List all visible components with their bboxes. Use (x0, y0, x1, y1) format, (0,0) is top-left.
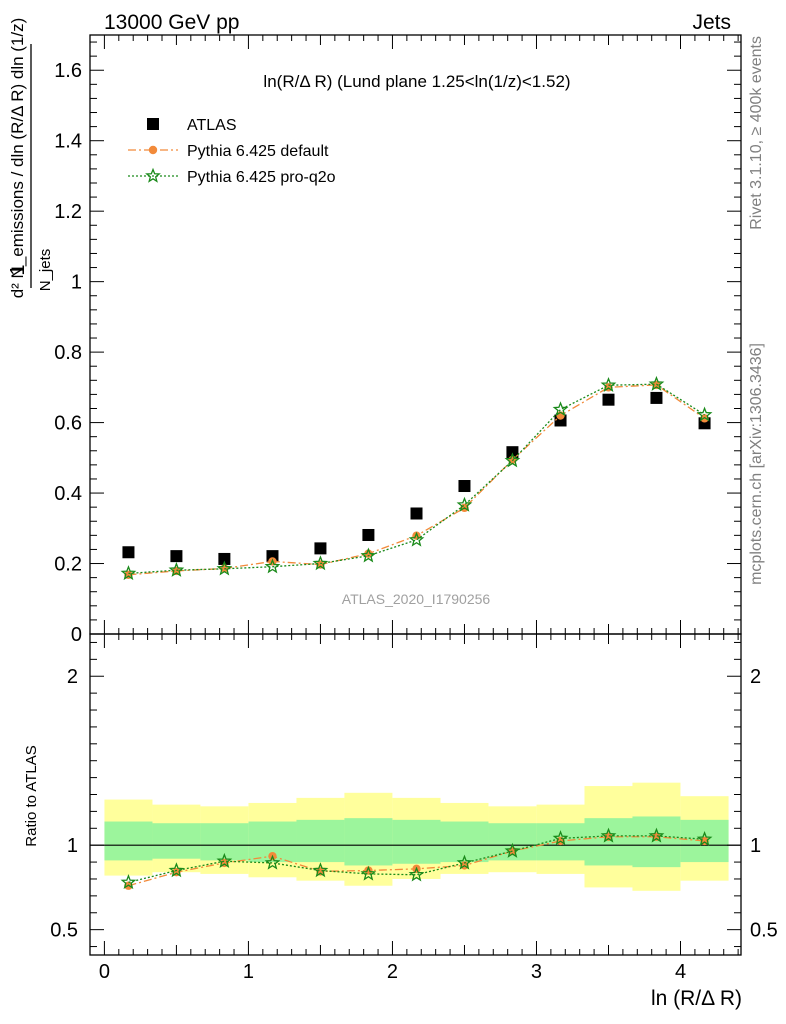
ratio-point (652, 832, 661, 841)
ratio-point (264, 854, 281, 870)
y-tick-label: 1 (71, 272, 82, 294)
data-point (264, 558, 281, 574)
series-line (128, 384, 705, 576)
series-star (120, 375, 713, 581)
data-point (364, 549, 373, 558)
ratio-band-inner (104, 821, 153, 861)
ratio-point (504, 842, 521, 858)
header-left: 13000 GeV pp (104, 11, 239, 34)
x-tick-label: 4 (675, 961, 686, 983)
data-point (312, 555, 329, 571)
ratio-y-tick-label: 2 (67, 666, 78, 688)
ratio-point (120, 874, 137, 890)
ratio-point (360, 865, 377, 881)
legend-marker (148, 145, 158, 155)
ratio-series-star (120, 827, 713, 890)
mcplots-label: mcplots.cern.ch [arXiv:1306.3436] (748, 343, 765, 585)
data-point (168, 561, 185, 577)
upper-ylabel-denominator: N_jets (37, 249, 54, 292)
y-tick-label: 1.2 (54, 201, 82, 223)
watermark: ATLAS_2020_I1790256 (342, 591, 491, 607)
ratio-point (648, 827, 665, 843)
data-point (360, 547, 377, 563)
upper-ylabel: 1 d² N_emissions / dln (R/Δ R) dln (1/z)… (7, 18, 54, 299)
series-circle (124, 380, 709, 580)
data-point (506, 446, 519, 459)
ratio-point (312, 862, 329, 878)
y-tick-label: 0.8 (54, 342, 82, 364)
ratio-point (456, 854, 473, 870)
data-point (122, 546, 135, 559)
lower-ylabel: Ratio to ATLAS (23, 745, 40, 846)
data-point (602, 393, 615, 406)
header-right: Jets (692, 11, 731, 34)
ratio-point (604, 832, 613, 841)
y-tick-label: 0.2 (54, 554, 82, 576)
upper-series-layer (120, 375, 713, 581)
data-point (600, 376, 617, 392)
ratio-point (696, 830, 713, 846)
data-point (648, 375, 665, 391)
data-point (650, 391, 663, 404)
legend-label: Pythia 6.425 pro-q2o (187, 169, 336, 186)
data-point (552, 401, 569, 417)
ratio-y-tick-label-right: 1 (750, 835, 761, 857)
y-tick-label: 1.6 (54, 60, 82, 82)
y-tick-label: 1.4 (54, 131, 82, 153)
data-point (410, 507, 423, 520)
data-point (456, 496, 473, 512)
ratio-band-inner (344, 818, 393, 866)
data-point (218, 552, 231, 565)
legend-marker (147, 118, 159, 130)
data-point (172, 566, 181, 576)
ratio-band-inner (152, 823, 201, 859)
legend: ATLAS Pythia 6.425 default Pythia 6.425 pr… (128, 117, 336, 186)
axes-layer: 0 1 2 3 4 0 0.2 0.4 0.6 0.8 1 1.2 1.4 1.6 0.5 0.5 1 1 2 2 (50, 34, 778, 983)
rivet-label: Rivet 3.1.10, ≥ 400k events (748, 36, 765, 230)
ratio-point (408, 866, 425, 882)
data-point (120, 565, 137, 581)
x-axis-label: ln (R/Δ R) (651, 987, 742, 1010)
upper-ylabel-rhs: d² N_emissions / dln (R/Δ R) dln (1/z) (8, 18, 27, 299)
x-tick-label: 0 (99, 961, 110, 983)
ratio-band-inner (584, 818, 633, 866)
legend-label: Pythia 6.425 default (187, 143, 329, 160)
data-point (316, 560, 325, 569)
upper-ylabel-numerator: 1 (7, 264, 29, 275)
data-point (458, 480, 471, 493)
ratio-point (168, 862, 185, 878)
data-point (504, 452, 521, 468)
ratio-y-tick-label: 0.5 (50, 920, 78, 942)
lower-series-layer (120, 827, 713, 890)
y-tick-label: 0.6 (54, 413, 82, 435)
data-point (362, 528, 375, 541)
data-point (408, 531, 425, 547)
ratio-point (316, 867, 325, 876)
ratio-band-inner (296, 819, 345, 863)
upper-title: ln(R/Δ R) (Lund plane 1.25<ln(1/z)<1.52) (263, 72, 570, 91)
ratio-y-tick-label: 1 (67, 835, 78, 857)
ratio-point (600, 827, 617, 843)
data-point (696, 406, 713, 422)
ratio-y-tick-label-right: 0.5 (750, 920, 778, 942)
ratio-point (216, 852, 233, 868)
legend-marker (145, 167, 161, 183)
x-tick-label: 1 (243, 961, 254, 983)
x-tick-label: 2 (387, 961, 398, 983)
ratio-band-inner (632, 816, 681, 868)
y-tick-label: 0.4 (54, 483, 82, 505)
ratio-band-inner (392, 819, 441, 864)
x-tick-label: 3 (531, 961, 542, 983)
data-point (170, 550, 183, 563)
ratio-y-tick-label-right: 2 (750, 666, 761, 688)
ratio-point (552, 830, 569, 846)
y-tick-label: 0 (71, 624, 82, 646)
legend-label: ATLAS (187, 117, 237, 134)
data-point (216, 560, 233, 576)
ratio-point (364, 866, 373, 875)
data-point (314, 542, 327, 555)
series-line (128, 383, 705, 575)
